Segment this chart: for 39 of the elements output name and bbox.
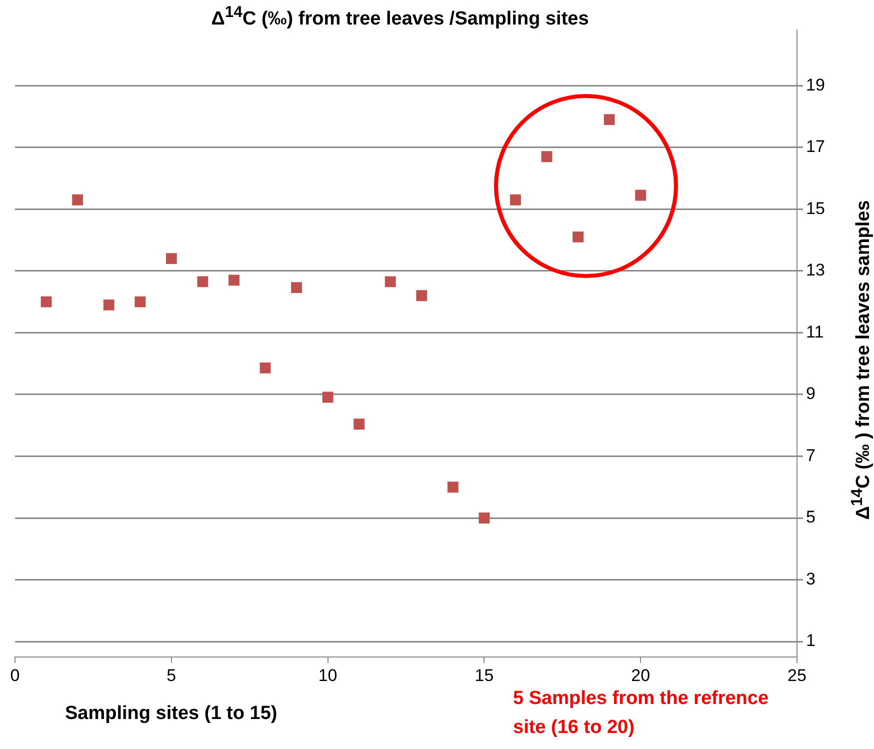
point [604,114,615,126]
point [572,231,584,242]
point [197,276,208,288]
text: 5 Samples from the refrence site (16 to 20) [513,687,770,740]
point [260,362,271,374]
y-tick-label: 11 [806,322,824,342]
point [354,418,365,430]
y-tick-label: 3 [806,569,816,588]
point [322,392,334,403]
point [541,151,552,162]
point [228,274,240,286]
point [40,296,52,308]
point [478,512,490,524]
point [416,290,428,302]
x-tick-label: 25 [788,666,806,685]
y-tick-label: 5 [806,508,816,527]
x-tick-label: 5 [166,666,176,685]
point [134,296,146,308]
y-tick-label: 9 [806,384,816,404]
y-tick-label: 19 [806,75,825,94]
point [447,482,458,493]
point [635,190,646,201]
x-tick-label: 20 [631,666,650,685]
point [72,194,84,206]
x-tick-label: 10 [318,666,338,685]
y-tick-label: 13 [806,260,825,280]
chart-title: Δ$^{14}$C (‰) from tree leaves /Sampling sites [210,4,590,30]
y-tick-label: 17 [806,137,825,156]
point [291,282,302,294]
x-axis-title: Sampling sites (1 to 15) [65,703,278,725]
point [384,276,396,288]
x-tick-label: 15 [474,666,494,685]
point [166,253,177,264]
y-tick-label: 15 [806,198,825,218]
point [510,194,521,206]
y-tick-label: 1 [806,631,816,650]
point [103,299,114,310]
y-tick-label: 7 [806,446,816,465]
x-tick-label: 0 [10,666,20,685]
